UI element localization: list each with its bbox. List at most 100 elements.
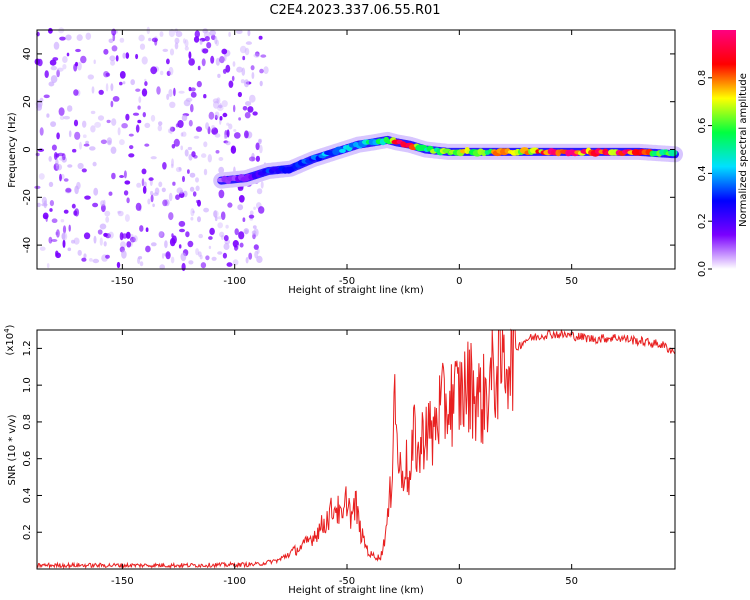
noise-speckle: [133, 235, 138, 243]
noise-speckle: [68, 130, 72, 138]
spectrogram-x-ticks: -150 -100 -50 0 50: [111, 30, 578, 287]
noise-speckle: [85, 32, 92, 40]
noise-speckle: [159, 31, 164, 37]
noise-speckle: [158, 230, 163, 237]
noise-speckle: [81, 168, 87, 173]
noise-speckle: [168, 89, 173, 97]
noise-speckle: [67, 164, 73, 168]
noise-speckle: [223, 235, 229, 242]
noise-speckle: [150, 242, 157, 247]
noise-speckle: [175, 30, 183, 38]
noise-speckle: [162, 162, 167, 170]
noise-speckle: [63, 115, 70, 120]
noise-speckle: [242, 55, 246, 61]
noise-speckle: [189, 186, 195, 192]
noise-speckle: [92, 161, 97, 167]
noise-speckle: [223, 134, 228, 139]
snr-y-multiplier-base: (x10: [5, 333, 16, 356]
noise-speckle: [159, 264, 165, 270]
noise-speckle: [208, 236, 213, 240]
noise-speckle: [160, 70, 164, 76]
noise-speckle: [222, 252, 227, 259]
noise-speckle: [189, 172, 196, 178]
noise-speckle: [76, 34, 83, 41]
noise-speckle: [142, 112, 146, 118]
noise-speckle: [105, 254, 110, 259]
noise-speckle: [53, 152, 58, 160]
noise-speckle: [171, 158, 174, 167]
snr-y-multiplier-exponent: 4: [3, 328, 11, 333]
noise-speckle: [56, 67, 64, 72]
noise-speckle: [170, 256, 175, 264]
colorbar-tick-label: 0.2: [697, 213, 708, 229]
noise-speckle: [91, 86, 95, 94]
noise-speckle: [185, 231, 190, 238]
noise-speckle: [184, 46, 189, 51]
x-tick-label: -100: [223, 576, 246, 587]
noise-speckle: [168, 212, 174, 221]
noise-speckle: [170, 163, 174, 169]
noise-speckle: [148, 37, 152, 42]
noise-speckle: [219, 56, 225, 64]
noise-speckle: [201, 58, 206, 67]
noise-speckle: [156, 86, 161, 95]
noise-speckle: [181, 262, 186, 272]
noise-speckle: [164, 240, 168, 249]
noise-speckle: [150, 190, 154, 196]
noise-speckle: [174, 42, 179, 50]
y-tick-label: 0.4: [22, 488, 33, 504]
noise-speckle: [202, 28, 208, 34]
noise-speckle: [141, 56, 148, 65]
noise-speckle: [214, 133, 221, 138]
noise-speckle: [119, 37, 125, 43]
noise-speckle: [89, 146, 96, 151]
colorbar-tick-label: 0.6: [697, 118, 708, 134]
noise-speckle: [187, 240, 194, 248]
noise-speckle: [251, 230, 257, 235]
noise-speckle: [188, 154, 193, 161]
noise-speckle: [83, 253, 87, 259]
noise-speckle: [236, 29, 243, 34]
noise-speckle: [135, 202, 142, 211]
noise-speckle: [119, 139, 125, 146]
noise-speckle: [108, 191, 113, 196]
noise-speckle: [62, 225, 67, 234]
noise-speckle: [41, 203, 48, 207]
noise-speckle: [41, 196, 48, 205]
noise-speckle: [130, 79, 135, 86]
noise-speckle: [197, 199, 201, 207]
noise-speckle: [255, 155, 260, 162]
noise-speckle: [141, 88, 148, 97]
noise-speckle: [144, 78, 147, 82]
noise-speckle: [56, 229, 60, 238]
noise-speckle: [209, 30, 217, 36]
noise-speckle: [188, 119, 193, 127]
noise-speckle: [121, 123, 128, 129]
noise-speckle: [117, 210, 124, 217]
noise-speckle: [173, 138, 180, 147]
noise-speckle: [71, 239, 75, 244]
noise-speckle: [243, 79, 250, 88]
noise-speckle: [171, 235, 177, 244]
noise-speckle: [150, 66, 158, 75]
noise-speckle: [263, 66, 269, 74]
noise-speckle: [185, 97, 193, 102]
noise-speckle: [103, 232, 108, 237]
noise-speckle: [205, 255, 210, 261]
noise-speckle: [222, 112, 228, 118]
x-tick-label: -50: [339, 576, 355, 587]
noise-speckle: [234, 228, 239, 236]
noise-speckle: [111, 118, 117, 126]
noise-speckle: [178, 244, 182, 249]
noise-speckle: [150, 156, 157, 160]
noise-speckle: [81, 257, 87, 262]
snr-background: [37, 330, 675, 569]
noise-speckle: [218, 104, 223, 109]
noise-speckle: [59, 115, 65, 120]
noise-speckle: [214, 114, 218, 121]
noise-speckle: [168, 28, 175, 38]
noise-speckle: [259, 80, 263, 87]
noise-speckle: [194, 30, 200, 38]
noise-speckle: [68, 224, 71, 232]
